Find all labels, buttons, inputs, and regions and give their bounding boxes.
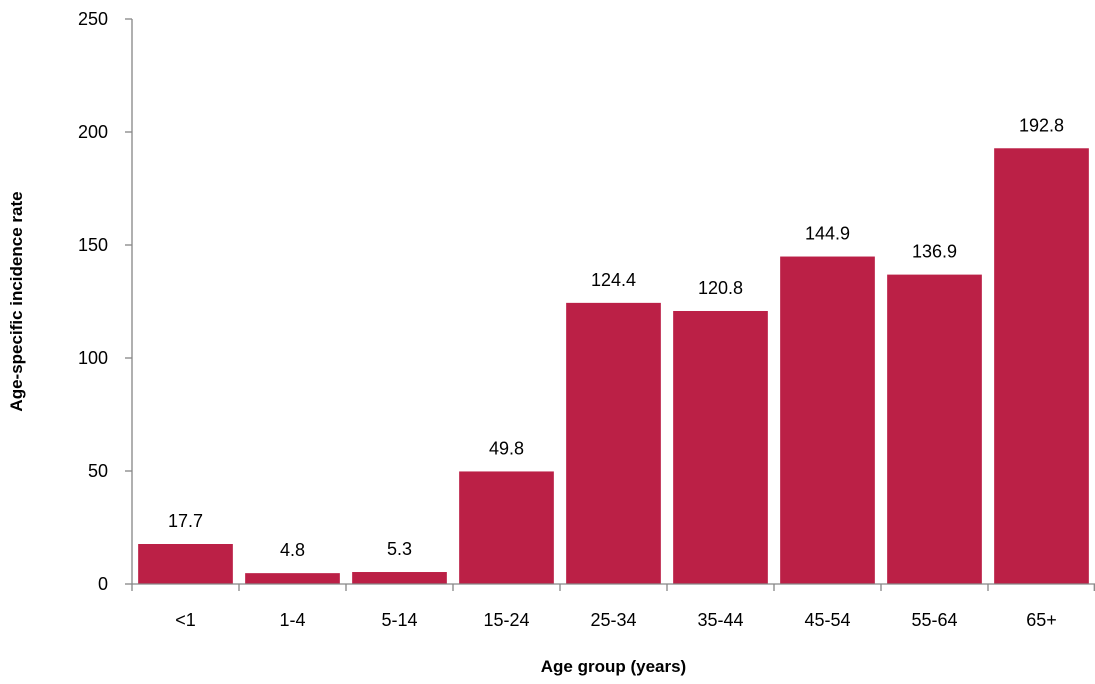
data-label-35-44: 120.8 [698,278,743,298]
data-label-15-24: 49.8 [489,438,524,458]
bar-<1 [138,544,233,584]
data-label-<1: 17.7 [168,511,203,531]
y-tick-label-250: 250 [78,9,108,29]
bar-25-34 [566,302,661,584]
bar-5-14 [352,572,447,584]
y-tick-label-0: 0 [98,574,108,594]
data-label-25-34: 124.4 [591,270,636,290]
data-label-45-54: 144.9 [805,224,850,244]
data-label-55-64: 136.9 [912,242,957,262]
bar-1-4 [245,573,340,584]
bar-35-44 [673,310,768,584]
y-axis-title: Age-specific incidence rate [7,191,26,411]
x-tick-label-55-64: 55-64 [911,610,957,630]
y-tick-label-50: 50 [88,461,108,481]
x-axis: <1 1-4 5-14 15-24 25-34 35-44 45-54 55-64 65+ [131,583,1095,630]
bars-group [138,148,1089,584]
bar-15-24 [459,471,554,584]
x-tick-label-45-54: 45-54 [804,610,850,630]
x-tick-label-<1: <1 [175,610,196,630]
x-tick-label-5-14: 5-14 [381,610,417,630]
data-label-1-4: 4.8 [280,540,305,560]
y-axis: 0 50 100 150 200 250 [78,9,133,594]
x-tick-label-35-44: 35-44 [697,610,743,630]
y-tick-label-150: 150 [78,235,108,255]
bar-65+ [994,148,1089,584]
x-tick-label-25-34: 25-34 [590,610,636,630]
data-label-65+: 192.8 [1019,115,1064,135]
x-tick-label-15-24: 15-24 [483,610,529,630]
x-tick-label-1-4: 1-4 [279,610,305,630]
bar-55-64 [887,274,982,584]
data-label-5-14: 5.3 [387,539,412,559]
x-tick-label-65+: 65+ [1026,610,1057,630]
x-axis-title: Age group (years) [541,657,686,676]
data-labels-group: 17.7 4.8 5.3 49.8 124.4 120.8 144.9 136.9 192.8 [168,115,1064,560]
y-tick-label-100: 100 [78,348,108,368]
bar-45-54 [780,256,875,584]
y-tick-label-200: 200 [78,122,108,142]
